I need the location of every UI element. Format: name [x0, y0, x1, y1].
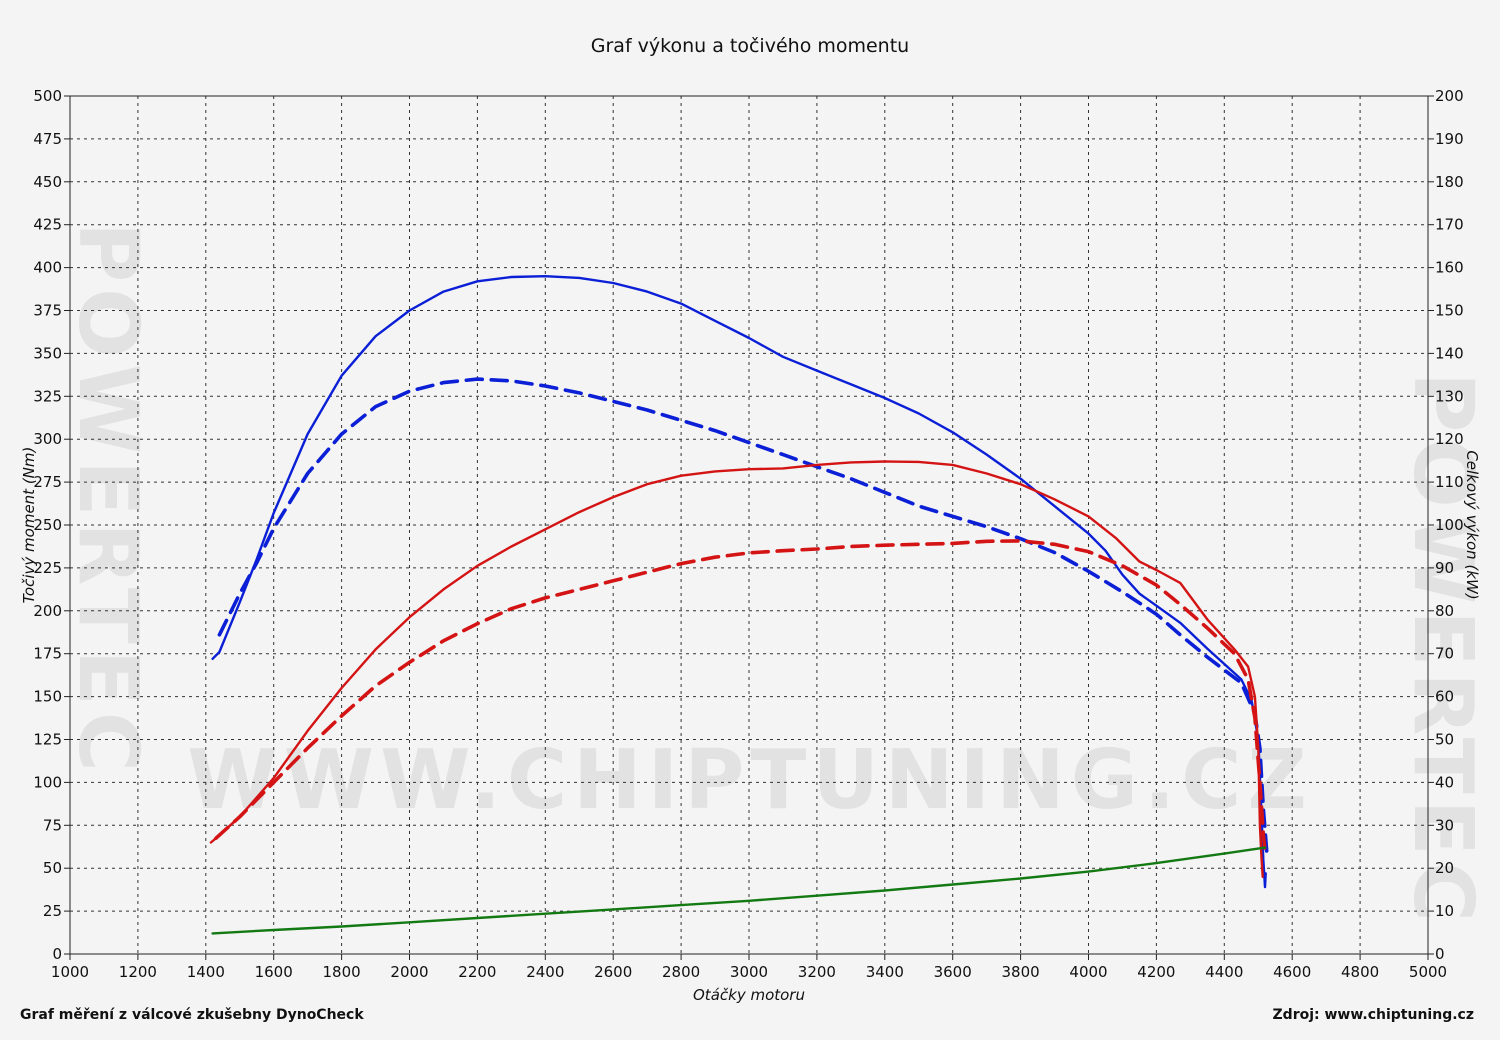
series-line-5 [211, 846, 1267, 935]
y-right-tick-label: 80 [1435, 602, 1454, 620]
y-right-tick-label: 10 [1435, 902, 1454, 920]
y-axis-label-left: Točivý moment (Nm) [20, 447, 38, 604]
y-left-tick-label: 125 [33, 731, 62, 749]
x-tick-label: 1200 [119, 963, 157, 981]
x-tick-label: 4200 [1137, 963, 1175, 981]
y-right-tick-label: 150 [1435, 302, 1464, 320]
watermark-side-right: POWERTEC [1395, 372, 1490, 928]
y-left-tick-label: 375 [33, 302, 62, 320]
y-right-tick-label: 50 [1435, 731, 1454, 749]
y-left-tick-label: 25 [43, 902, 62, 920]
grid [70, 96, 1428, 954]
y-left-tick-label: 400 [33, 259, 62, 277]
series-line-4 [214, 539, 1267, 853]
y-right-tick-label: 160 [1435, 259, 1464, 277]
y-left-tick-label: 225 [33, 559, 62, 577]
y-right-tick-label: 120 [1435, 430, 1464, 448]
y-left-tick-label: 300 [33, 430, 62, 448]
y-right-tick-label: 170 [1435, 216, 1464, 234]
y-right-tick-label: 180 [1435, 173, 1464, 191]
y-left-tick-label: 150 [33, 688, 62, 706]
x-tick-label: 1800 [323, 963, 361, 981]
x-tick-label: 2200 [458, 963, 496, 981]
x-tick-label: 4600 [1273, 963, 1311, 981]
y-right-tick-label: 90 [1435, 559, 1454, 577]
y-left-tick-label: 200 [33, 602, 62, 620]
x-tick-label: 5000 [1409, 963, 1447, 981]
y-right-tick-label: 200 [1435, 87, 1464, 105]
y-left-tick-label: 275 [33, 473, 62, 491]
y-right-tick-label: 110 [1435, 473, 1464, 491]
x-tick-label: 1000 [51, 963, 89, 981]
x-tick-label: 2800 [662, 963, 700, 981]
y-left-tick-label: 350 [33, 344, 62, 362]
x-tick-label: 3400 [866, 963, 904, 981]
x-tick-label: 2400 [526, 963, 564, 981]
y-right-tick-label: 100 [1435, 516, 1464, 534]
y-right-tick-label: 0 [1435, 945, 1445, 963]
x-tick-label: 4800 [1341, 963, 1379, 981]
y-left-tick-label: 250 [33, 516, 62, 534]
series-line-3 [209, 460, 1264, 878]
x-tick-label: 3800 [1002, 963, 1040, 981]
watermark-text: WWW.CHIPTUNING.CZ [187, 733, 1313, 828]
y-left-tick-label: 500 [33, 87, 62, 105]
x-tick-label: 3000 [730, 963, 768, 981]
y-right-tick-label: 190 [1435, 130, 1464, 148]
x-tick-label: 3600 [934, 963, 972, 981]
y-left-tick-label: 475 [33, 130, 62, 148]
footer-source-right: Zdroj: www.chiptuning.cz [1272, 1007, 1474, 1023]
x-tick-label: 2600 [594, 963, 632, 981]
x-tick-label: 3200 [798, 963, 836, 981]
y-axis-label-right: Celkový výkon (kW) [1463, 450, 1481, 599]
x-tick-label: 4400 [1205, 963, 1243, 981]
y-right-tick-label: 130 [1435, 387, 1464, 405]
x-tick-label: 2000 [390, 963, 428, 981]
chart-title: Graf výkonu a točivého momentu [591, 35, 909, 57]
y-right-tick-label: 140 [1435, 344, 1464, 362]
series-line-1 [211, 275, 1267, 889]
y-right-tick-label: 70 [1435, 645, 1454, 663]
x-tick-label: 1600 [255, 963, 293, 981]
x-axis-label: Otáčky motoru [693, 986, 805, 1004]
y-left-tick-label: 100 [33, 773, 62, 791]
y-left-tick-label: 175 [33, 645, 62, 663]
x-tick-label: 4000 [1069, 963, 1107, 981]
y-right-tick-label: 60 [1435, 688, 1454, 706]
series-line-2 [217, 377, 1271, 853]
y-right-tick-label: 20 [1435, 859, 1454, 877]
watermark: WWW.CHIPTUNING.CZ POWERTEC POWERTEC [60, 222, 1490, 928]
x-tick-label: 1400 [187, 963, 225, 981]
y-left-tick-label: 0 [52, 945, 62, 963]
watermark-side-left: POWERTEC [60, 222, 155, 778]
ticks: 1000 1200 1400 1600 1800 2000 2200 2400 2600 2800… [33, 87, 1463, 981]
y-left-tick-label: 450 [33, 173, 62, 191]
y-left-tick-label: 425 [33, 216, 62, 234]
y-right-tick-label: 40 [1435, 773, 1454, 791]
y-left-tick-label: 75 [43, 816, 62, 834]
plot-area-frame [69, 95, 1429, 955]
y-left-tick-label: 50 [43, 859, 62, 877]
y-left-tick-label: 325 [33, 387, 62, 405]
footer-source-left: Graf měření z válcové zkušebny DynoCheck [20, 1007, 364, 1023]
y-right-tick-label: 30 [1435, 816, 1454, 834]
series [209, 275, 1271, 935]
